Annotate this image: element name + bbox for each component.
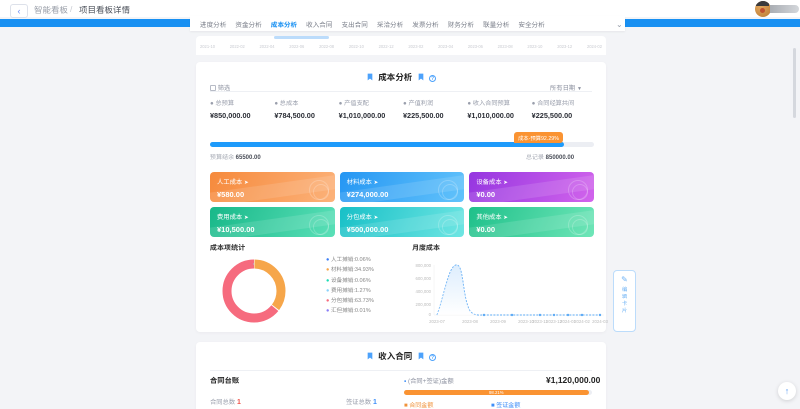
svg-text:2023-08: 2023-08: [462, 319, 478, 324]
svg-text:200,000: 200,000: [415, 302, 431, 307]
svg-text:600,000: 600,000: [415, 276, 431, 281]
svg-text:2024-02: 2024-02: [574, 319, 590, 324]
svg-text:0: 0: [429, 312, 432, 317]
svg-text:2023-07: 2023-07: [429, 319, 445, 324]
svg-text:400,000: 400,000: [415, 289, 431, 294]
svg-text:2023-09: 2023-09: [490, 319, 506, 324]
svg-text:2024-03: 2024-03: [592, 319, 608, 324]
svg-text:800,000: 800,000: [415, 263, 431, 268]
